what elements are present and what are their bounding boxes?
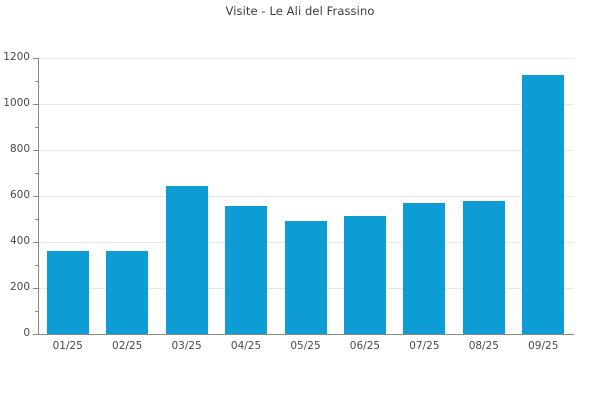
y-axis-tick (33, 58, 38, 59)
y-axis-minor-tick (35, 265, 38, 266)
x-axis-tick-label: 07/25 (409, 340, 440, 352)
x-axis-tick-label: 08/25 (468, 340, 499, 352)
bars-container (38, 58, 573, 334)
x-axis-tick-label: 04/25 (230, 340, 262, 352)
y-axis-labels: 0 200 400 600 800 1000 1200 (0, 0, 30, 400)
bar[interactable] (463, 201, 505, 334)
y-axis-tick (33, 196, 38, 197)
y-axis-tick (33, 104, 38, 105)
y-axis-tick-label: 1000 (3, 97, 30, 109)
x-axis-tick-label: 01/25 (52, 340, 83, 352)
x-axis-tick-label: 02/25 (112, 340, 143, 352)
bar[interactable] (285, 221, 327, 334)
y-axis-tick (33, 334, 38, 335)
grid-line (38, 196, 573, 197)
y-axis-line (38, 58, 39, 335)
y-axis-tick-label: 1200 (3, 51, 30, 63)
y-axis-tick (33, 288, 38, 289)
x-axis-tick-label: 09/25 (528, 340, 559, 352)
grid-line (38, 150, 573, 151)
grid-line (38, 58, 573, 59)
bar[interactable] (522, 75, 564, 334)
bar[interactable] (344, 216, 386, 334)
bar[interactable] (106, 251, 148, 334)
y-axis-tick-label: 200 (9, 281, 30, 293)
bar[interactable] (403, 203, 445, 334)
bar[interactable] (47, 251, 89, 334)
x-axis-tick-label: 06/25 (349, 340, 381, 352)
x-axis-tick-label: 03/25 (171, 340, 202, 352)
y-axis-tick (33, 150, 38, 151)
y-axis-tick-label: 800 (9, 143, 30, 155)
bar[interactable] (225, 206, 267, 334)
y-axis-minor-tick (35, 219, 38, 220)
y-axis-tick-label: 400 (9, 235, 30, 247)
y-axis-minor-tick (35, 311, 38, 312)
y-axis-minor-tick (35, 81, 38, 82)
y-axis-tick-label: 0 (23, 327, 30, 339)
y-axis-minor-tick (35, 127, 38, 128)
y-axis-tick-label: 600 (9, 189, 30, 201)
bar[interactable] (166, 186, 208, 334)
chart-title: Visite - Le Ali del Frassino (225, 4, 375, 18)
grid-line (38, 104, 573, 105)
y-axis-tick (33, 242, 38, 243)
y-axis-minor-tick (35, 173, 38, 174)
x-axis-line (38, 334, 574, 335)
x-axis-tick-label: 05/25 (290, 340, 321, 352)
